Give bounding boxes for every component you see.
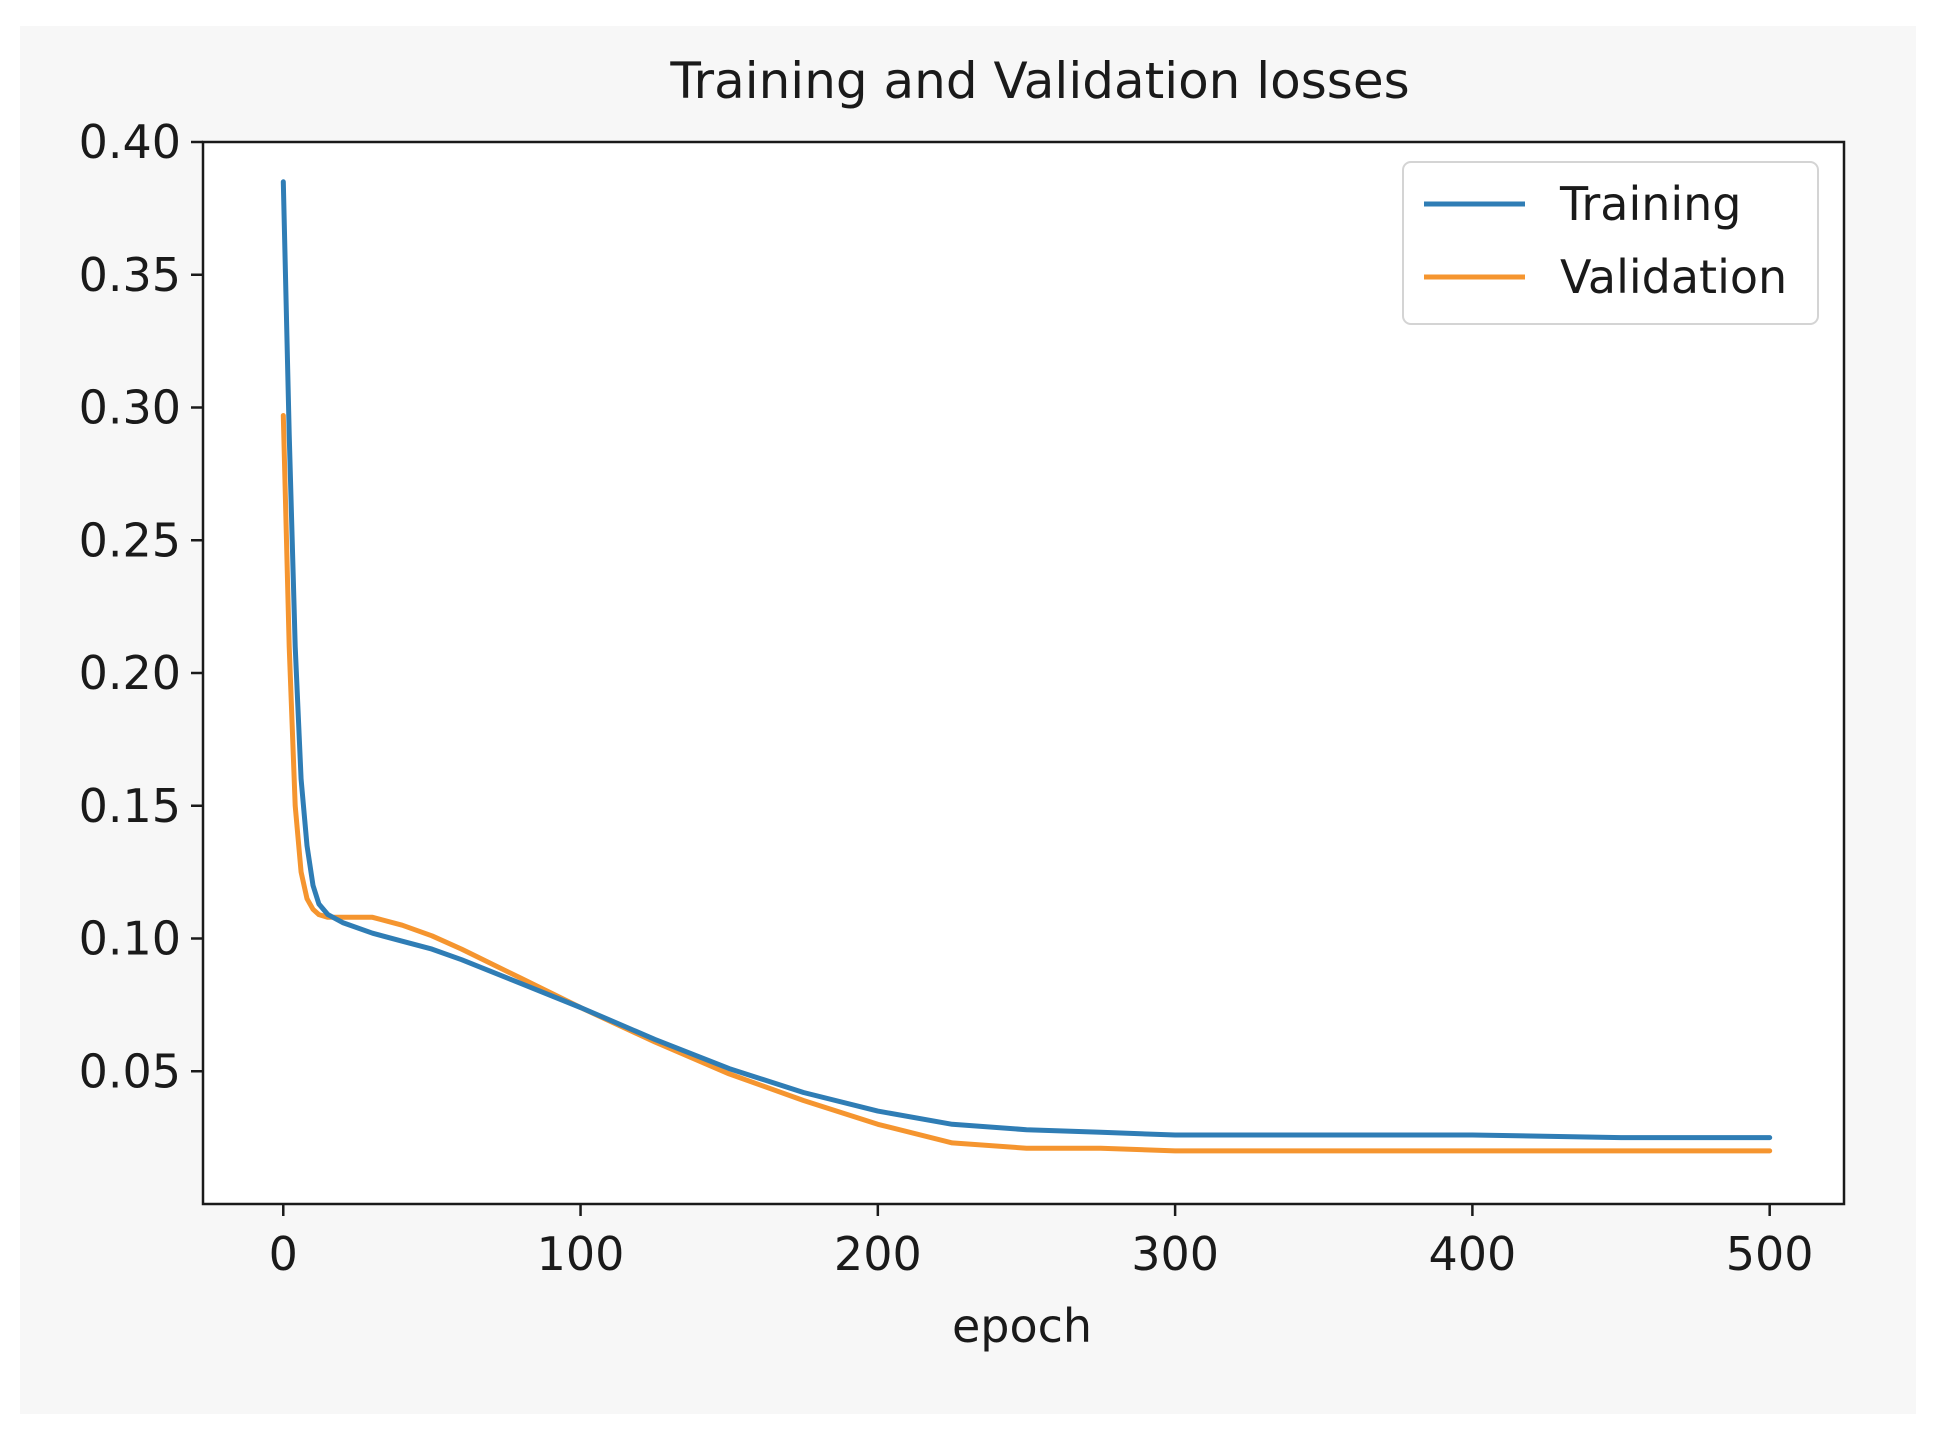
y-tick-label: 0.40 bbox=[79, 115, 181, 169]
axis-layer: 0 100 200 300 400 500 0.05 0.10 0.15 0.20 0.25 0.30… bbox=[79, 115, 1814, 1281]
x-tick-label: 0 bbox=[269, 1227, 298, 1281]
x-tick-label: 300 bbox=[1131, 1227, 1219, 1281]
series-line-training bbox=[280, 179, 1773, 1141]
x-tick-label: 100 bbox=[537, 1227, 625, 1281]
y-tick-label: 0.05 bbox=[79, 1044, 181, 1098]
chart-title: Training and Validation losses bbox=[669, 52, 1409, 110]
legend-label-training: Training bbox=[1559, 177, 1742, 231]
x-tick-label: 400 bbox=[1428, 1227, 1516, 1281]
y-tick-label: 0.25 bbox=[79, 513, 181, 567]
y-tick-label: 0.35 bbox=[79, 248, 181, 302]
x-axis-label: epoch bbox=[952, 1299, 1092, 1353]
series-line-validation bbox=[280, 413, 1773, 1154]
y-tick-label: 0.20 bbox=[79, 646, 181, 700]
loss-chart: Training and Validation losses 0 100 200 30… bbox=[79, 52, 1846, 1353]
x-tick-label: 500 bbox=[1726, 1227, 1814, 1281]
chart-figure: Training and Validation losses 0 100 200 30… bbox=[20, 26, 1916, 1414]
legend: Training Validation bbox=[1402, 161, 1819, 325]
series-layer bbox=[280, 179, 1773, 1154]
legend-label-validation: Validation bbox=[1560, 250, 1787, 304]
x-tick-label: 200 bbox=[834, 1227, 922, 1281]
y-tick-label: 0.15 bbox=[79, 779, 181, 833]
y-tick-label: 0.30 bbox=[79, 381, 181, 435]
y-tick-label: 0.10 bbox=[79, 912, 181, 966]
plot-frame bbox=[201, 140, 1846, 1206]
